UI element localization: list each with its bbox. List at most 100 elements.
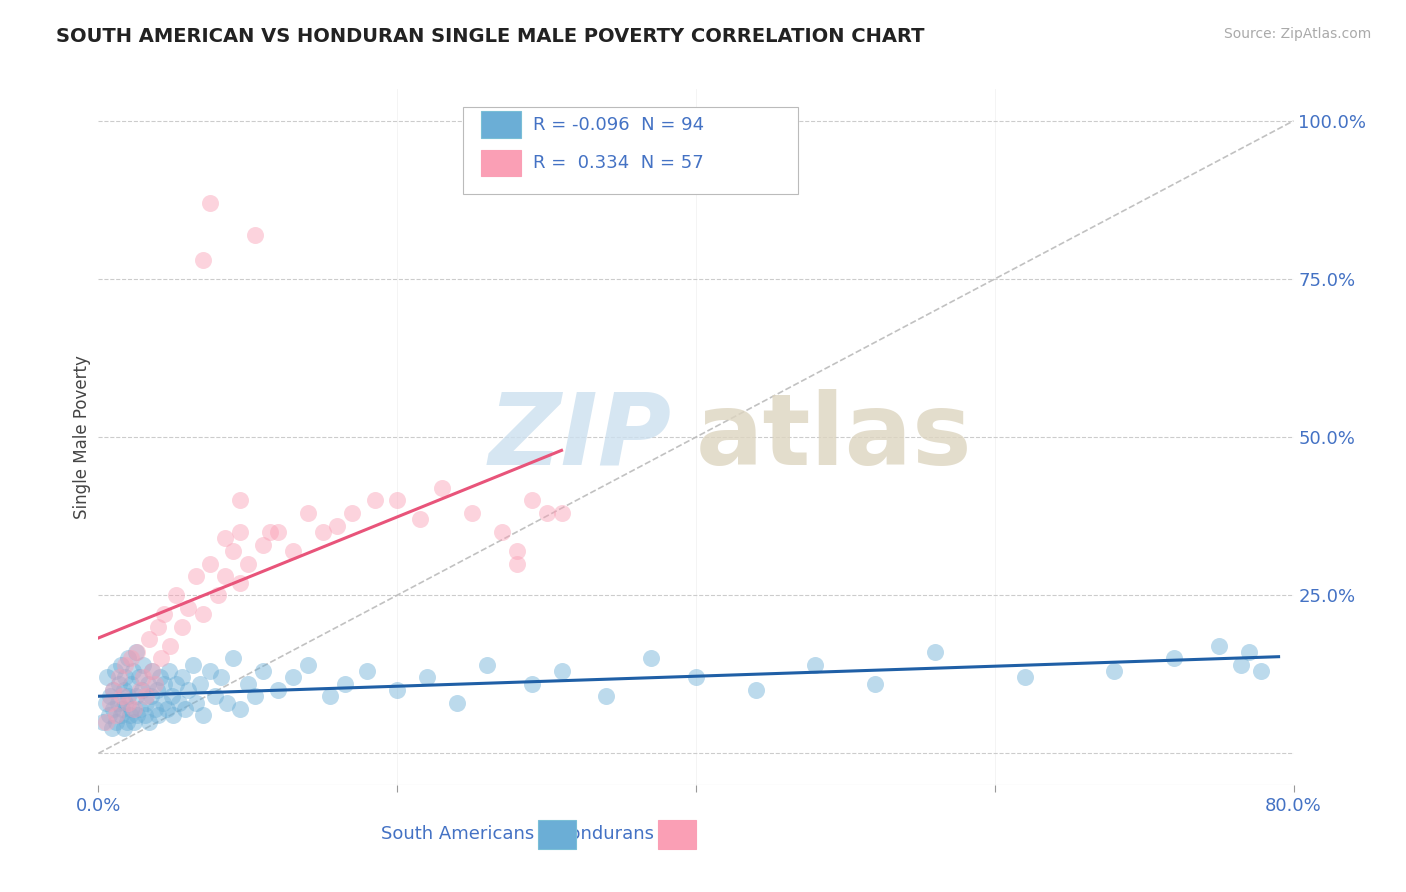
Point <box>112 721 135 735</box>
Point <box>172 620 194 634</box>
Point <box>745 683 768 698</box>
Point <box>191 252 214 267</box>
Point <box>184 696 207 710</box>
Point <box>342 506 364 520</box>
Point <box>281 670 304 684</box>
Point <box>129 683 152 698</box>
Point <box>103 683 125 698</box>
Point <box>134 708 156 723</box>
Point <box>364 493 387 508</box>
Point <box>114 657 136 672</box>
Point <box>143 702 166 716</box>
Point <box>129 702 152 716</box>
Point <box>138 714 160 729</box>
Point <box>174 702 197 716</box>
Point <box>125 645 148 659</box>
Point <box>475 657 498 672</box>
Point <box>229 575 252 590</box>
Point <box>135 690 157 704</box>
Point <box>229 524 252 539</box>
Point <box>127 645 149 659</box>
Point <box>167 696 190 710</box>
Point <box>446 696 468 710</box>
Point <box>117 651 139 665</box>
Point <box>114 696 136 710</box>
Point <box>924 645 946 659</box>
Point <box>141 664 163 678</box>
Point <box>141 664 163 678</box>
Point <box>105 708 128 723</box>
Point <box>297 657 319 672</box>
Point <box>104 664 127 678</box>
Point <box>550 664 572 678</box>
Point <box>149 670 172 684</box>
Point <box>865 677 887 691</box>
Text: R = -0.096  N = 94: R = -0.096 N = 94 <box>533 116 704 134</box>
Point <box>132 657 155 672</box>
Point <box>98 696 122 710</box>
Point <box>153 677 176 691</box>
Point <box>506 544 529 558</box>
Point <box>207 588 229 602</box>
Point <box>117 690 139 704</box>
Point <box>112 683 135 698</box>
Point <box>297 506 319 520</box>
Point <box>461 506 484 520</box>
Point <box>94 696 117 710</box>
Point <box>128 670 150 684</box>
Point <box>97 708 120 723</box>
FancyBboxPatch shape <box>658 820 696 849</box>
Point <box>491 524 513 539</box>
Point <box>110 708 132 723</box>
Point <box>236 677 259 691</box>
Point <box>181 657 204 672</box>
Point <box>229 702 252 716</box>
Point <box>108 677 131 691</box>
Point <box>138 632 160 647</box>
Point <box>1250 664 1272 678</box>
Point <box>111 702 134 716</box>
Point <box>416 670 439 684</box>
Point <box>1237 645 1260 659</box>
Point <box>506 557 529 571</box>
Point <box>107 696 129 710</box>
Point <box>520 677 543 691</box>
Point <box>356 664 378 678</box>
Point <box>229 493 252 508</box>
Point <box>685 670 707 684</box>
Point <box>430 481 453 495</box>
Point <box>120 651 142 665</box>
Point <box>136 677 159 691</box>
Point <box>200 196 222 211</box>
Point <box>236 557 259 571</box>
FancyBboxPatch shape <box>481 150 522 177</box>
Point <box>120 677 142 691</box>
Point <box>115 714 138 729</box>
Point <box>103 683 125 698</box>
Text: Hondurans: Hondurans <box>557 825 654 843</box>
Point <box>131 683 153 698</box>
Point <box>165 677 187 691</box>
FancyBboxPatch shape <box>463 106 797 194</box>
Point <box>595 690 617 704</box>
Point <box>98 690 122 704</box>
Point <box>1208 639 1230 653</box>
Point <box>91 714 114 729</box>
Point <box>408 512 430 526</box>
Point <box>94 714 117 729</box>
Point <box>177 600 200 615</box>
Point <box>267 524 290 539</box>
Point <box>267 683 290 698</box>
Text: R =  0.334  N = 57: R = 0.334 N = 57 <box>533 154 704 172</box>
Point <box>536 506 558 520</box>
Point <box>520 493 543 508</box>
Point <box>1014 670 1036 684</box>
Point <box>156 702 179 716</box>
Point <box>139 690 162 704</box>
Point <box>152 696 174 710</box>
Point <box>550 506 572 520</box>
Point <box>204 690 226 704</box>
Point <box>165 588 187 602</box>
Point <box>150 651 173 665</box>
Point <box>172 670 194 684</box>
